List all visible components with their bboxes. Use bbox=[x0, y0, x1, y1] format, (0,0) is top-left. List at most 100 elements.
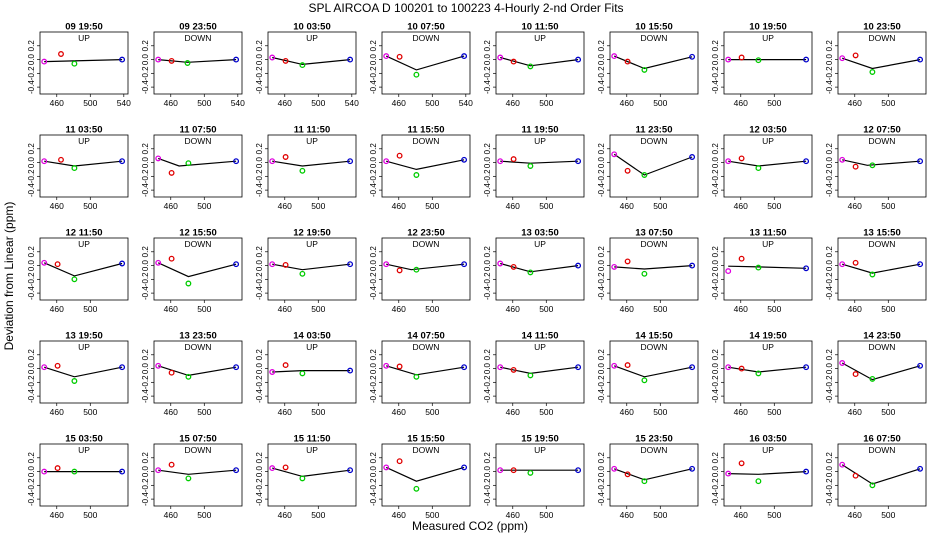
x-tick-label: 460 bbox=[620, 510, 634, 520]
panel-title: 13 19:50 bbox=[65, 331, 103, 342]
x-tick-label: 500 bbox=[767, 407, 781, 417]
data-point bbox=[299, 167, 306, 174]
fit-line bbox=[728, 160, 807, 167]
data-point bbox=[185, 475, 192, 482]
panel-title: 10 03:50 bbox=[293, 22, 331, 33]
x-tick-label: 460 bbox=[278, 510, 292, 520]
x-tick-label: 500 bbox=[197, 98, 211, 108]
y-tick-label: -0.4 bbox=[27, 286, 36, 300]
y-tick-label: -0.2 bbox=[255, 66, 264, 80]
y-tick-label: 0.2 bbox=[711, 246, 720, 258]
data-point bbox=[347, 467, 354, 474]
panel-title: 11 23:50 bbox=[636, 125, 673, 136]
y-tick-label: 0.0 bbox=[483, 465, 492, 477]
data-point bbox=[869, 375, 876, 382]
panel-direction: UP bbox=[534, 342, 546, 352]
panel-title: 13 11:50 bbox=[750, 228, 787, 239]
panel-title: 11 11:50 bbox=[294, 125, 330, 136]
y-tick-label: 0.2 bbox=[369, 349, 378, 361]
data-point bbox=[803, 265, 810, 272]
data-point bbox=[185, 280, 192, 287]
data-point bbox=[527, 372, 534, 379]
y-tick-label: -0.4 bbox=[597, 492, 606, 506]
figure-title: SPL AIRCOA D 100201 to 100223 4-Hourly 2… bbox=[308, 1, 623, 15]
y-tick-label: -0.4 bbox=[27, 80, 36, 94]
panel-direction: UP bbox=[762, 239, 774, 249]
x-tick-label: 460 bbox=[734, 510, 748, 520]
data-point bbox=[689, 262, 696, 269]
data-point bbox=[803, 158, 810, 165]
y-tick-label: -0.2 bbox=[483, 169, 492, 183]
y-tick-label: 0.0 bbox=[825, 259, 834, 271]
y-tick-label: 0.0 bbox=[141, 53, 150, 65]
data-point bbox=[839, 156, 846, 163]
panel-direction: UP bbox=[306, 342, 318, 352]
data-point bbox=[461, 53, 468, 60]
y-tick-label: -0.4 bbox=[369, 389, 378, 403]
panel-title: 12 03:50 bbox=[749, 125, 787, 136]
panel-title: 10 15:50 bbox=[635, 22, 673, 33]
data-point bbox=[689, 465, 696, 472]
panel-title: 12 15:50 bbox=[179, 228, 217, 239]
x-tick-label: 460 bbox=[392, 98, 406, 108]
data-point bbox=[54, 362, 61, 369]
y-tick-label: -0.2 bbox=[27, 272, 36, 286]
data-point bbox=[869, 482, 876, 489]
y-tick-label: -0.4 bbox=[255, 389, 264, 403]
data-point bbox=[168, 369, 175, 376]
x-tick-label: 460 bbox=[278, 304, 292, 314]
x-tick-label: 500 bbox=[83, 98, 97, 108]
panel-frame bbox=[837, 134, 927, 198]
data-point bbox=[738, 255, 745, 262]
data-point bbox=[184, 60, 191, 66]
y-tick-label: 0.0 bbox=[711, 465, 720, 477]
panel-title: 14 23:50 bbox=[863, 331, 901, 342]
x-tick-label: 500 bbox=[425, 407, 439, 417]
data-point bbox=[54, 465, 61, 472]
x-tick-label: 500 bbox=[653, 407, 667, 417]
data-point bbox=[461, 364, 468, 371]
data-point bbox=[168, 57, 175, 64]
panel-direction: UP bbox=[78, 33, 90, 43]
y-tick-label: -0.4 bbox=[369, 80, 378, 94]
y-tick-label: -0.4 bbox=[711, 80, 720, 94]
x-tick-label: 460 bbox=[506, 201, 520, 211]
panel-title: 11 03:50 bbox=[66, 125, 103, 136]
data-point bbox=[347, 261, 354, 268]
y-tick-label: -0.4 bbox=[825, 389, 834, 403]
data-point bbox=[917, 158, 924, 165]
panel-direction: UP bbox=[762, 445, 774, 455]
y-tick-label: 0.2 bbox=[27, 40, 36, 52]
panel-direction: DOWN bbox=[869, 239, 896, 249]
x-tick-label: 500 bbox=[311, 407, 325, 417]
y-tick-label: 0.2 bbox=[141, 452, 150, 464]
x-tick-label: 460 bbox=[848, 201, 862, 211]
x-tick-label: 460 bbox=[278, 201, 292, 211]
panel-title: 11 15:50 bbox=[408, 125, 445, 136]
panel-title: 10 11:50 bbox=[522, 22, 559, 33]
fit-line bbox=[614, 265, 693, 270]
x-tick-label: 500 bbox=[539, 98, 553, 108]
panel-frame bbox=[153, 443, 243, 507]
panel-direction: UP bbox=[762, 342, 774, 352]
data-point bbox=[510, 467, 517, 474]
x-tick-label: 460 bbox=[848, 98, 862, 108]
y-tick-label: 0.2 bbox=[825, 40, 834, 52]
y-tick-label: -0.2 bbox=[141, 66, 150, 80]
y-tick-label: -0.4 bbox=[255, 492, 264, 506]
y-tick-label: -0.4 bbox=[711, 389, 720, 403]
x-tick-label: 460 bbox=[392, 510, 406, 520]
data-point bbox=[917, 362, 924, 369]
x-tick-label: 500 bbox=[425, 201, 439, 211]
panel-frame bbox=[609, 443, 699, 507]
panel-direction: UP bbox=[762, 136, 774, 146]
x-tick-label: 500 bbox=[653, 510, 667, 520]
y-tick-label: -0.4 bbox=[141, 80, 150, 94]
panel-title: 13 03:50 bbox=[521, 228, 559, 239]
data-point bbox=[119, 364, 126, 371]
